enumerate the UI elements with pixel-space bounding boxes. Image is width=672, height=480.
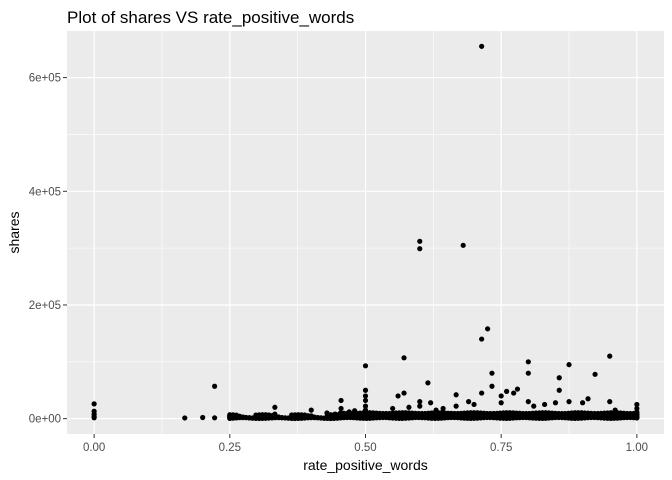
data-point <box>212 383 218 389</box>
data-point <box>362 397 369 404</box>
data-point <box>453 403 459 409</box>
data-point <box>254 414 260 421</box>
data-point <box>479 336 485 342</box>
data-point <box>212 415 218 421</box>
data-point <box>346 409 352 415</box>
chart-title: Plot of shares VS rate_positive_words <box>67 8 354 27</box>
data-point <box>585 396 591 402</box>
x-tick-label: 0.00 <box>83 442 105 454</box>
x-tick-label: 0.75 <box>490 442 512 454</box>
data-point <box>579 400 586 406</box>
data-point <box>338 397 344 404</box>
data-point <box>406 404 412 410</box>
data-point <box>440 405 446 412</box>
x-tick-label: 0.50 <box>354 442 376 454</box>
data-point <box>525 370 531 376</box>
data-point <box>498 400 504 406</box>
data-point <box>417 399 423 405</box>
data-point <box>433 407 439 413</box>
data-point <box>542 401 548 408</box>
data-point <box>479 43 485 49</box>
data-point <box>479 390 485 396</box>
data-point <box>489 370 495 376</box>
data-point <box>566 399 572 405</box>
data-point <box>362 410 369 416</box>
data-point <box>612 407 618 413</box>
data-point <box>607 353 613 359</box>
y-tick-label: 0e+00 <box>29 414 61 426</box>
data-point <box>227 415 233 421</box>
data-point <box>417 238 423 244</box>
data-point <box>556 387 562 393</box>
data-point <box>531 403 537 409</box>
data-point <box>460 242 466 248</box>
x-axis-title: rate_positive_words <box>303 457 428 473</box>
y-tick-label: 6e+05 <box>29 73 61 85</box>
data-point <box>362 363 369 369</box>
data-point <box>417 246 423 252</box>
data-point <box>182 415 188 421</box>
data-point <box>324 410 330 416</box>
data-point <box>525 399 531 405</box>
data-point <box>466 399 472 405</box>
data-point <box>401 390 407 396</box>
x-tick-label: 1.00 <box>626 442 648 454</box>
data-point <box>352 408 358 414</box>
y-axis-title: shares <box>6 211 22 253</box>
data-point <box>417 403 423 409</box>
data-point <box>390 405 396 412</box>
data-point <box>362 403 369 409</box>
data-point <box>607 399 613 405</box>
x-tick-label: 0.25 <box>219 442 241 454</box>
data-point <box>489 383 495 389</box>
data-point <box>498 393 504 399</box>
data-point <box>425 380 431 386</box>
data-point <box>308 413 314 419</box>
data-point <box>91 415 97 421</box>
data-point <box>308 407 314 413</box>
data-point <box>566 362 572 368</box>
data-point <box>471 401 477 408</box>
data-points <box>91 43 640 422</box>
data-point <box>332 411 338 417</box>
data-point <box>401 355 407 361</box>
data-point <box>200 414 206 421</box>
y-tick-label: 4e+05 <box>29 186 61 198</box>
data-point <box>556 375 562 381</box>
data-point <box>428 400 434 406</box>
y-axis-ticks: 0e+00 2e+05 4e+05 6e+05 <box>29 73 67 426</box>
data-point <box>634 401 640 408</box>
data-point <box>272 404 278 410</box>
data-point <box>91 401 97 407</box>
data-point <box>634 415 640 421</box>
data-point <box>511 390 517 396</box>
data-point <box>272 414 278 420</box>
data-point <box>453 392 459 398</box>
y-tick-label: 2e+05 <box>29 300 61 312</box>
data-point <box>395 393 401 399</box>
data-point <box>525 359 531 365</box>
data-point <box>552 400 559 406</box>
data-point <box>246 415 252 421</box>
data-point <box>504 388 510 394</box>
data-point <box>338 405 344 412</box>
data-point <box>592 371 598 377</box>
data-point <box>362 387 369 393</box>
data-point <box>485 326 491 332</box>
data-point <box>514 386 521 392</box>
x-axis-ticks: 0.00 0.25 0.50 0.75 1.00 <box>83 434 648 454</box>
data-point <box>362 393 369 399</box>
